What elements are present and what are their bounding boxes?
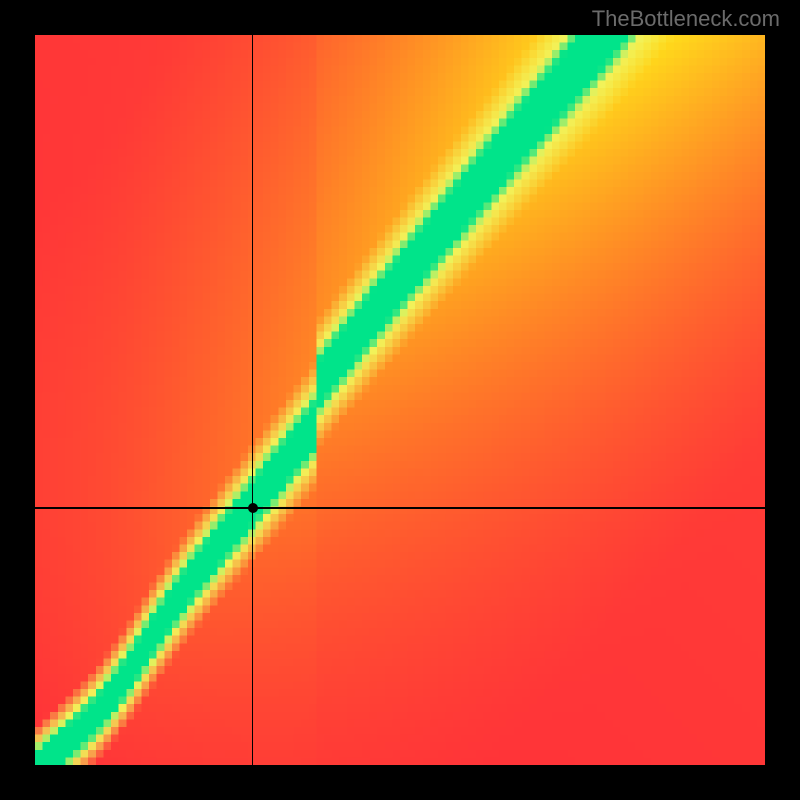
watermark-text: TheBottleneck.com [592, 6, 780, 32]
crosshair-vertical [252, 35, 253, 765]
crosshair-horizontal [35, 507, 765, 508]
bottleneck-heatmap [35, 35, 765, 765]
crosshair-marker-dot [248, 503, 258, 513]
chart-container: TheBottleneck.com [0, 0, 800, 800]
